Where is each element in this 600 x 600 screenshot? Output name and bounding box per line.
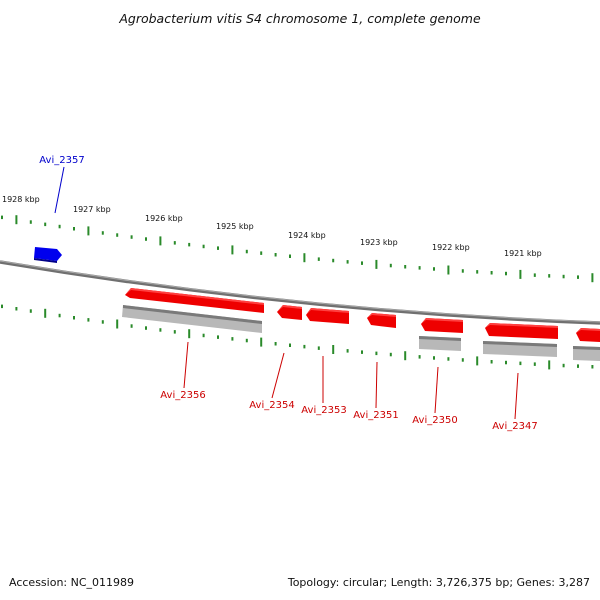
gene-arrow-top (367, 313, 396, 318)
chromosome-backbone (0, 260, 600, 325)
kbp-label-1925: 1925 kbp (216, 222, 254, 231)
kbp-label-1927: 1927 kbp (73, 205, 111, 214)
gene-arrow-top (306, 308, 349, 315)
kbp-label-1922: 1922 kbp (432, 243, 470, 252)
topology-summary: Topology: circular; Length: 3,726,375 bp… (287, 576, 590, 589)
chromosome-backbone-highlight (0, 260, 600, 323)
leader-line-avi-2357 (54, 166, 65, 214)
kbp-label-1923: 1923 kbp (360, 238, 398, 247)
gene-avi-2354[interactable] (277, 305, 302, 320)
gene-avi-2353[interactable] (306, 308, 349, 324)
gene-shadow-top (573, 346, 600, 350)
gene-arrow-reverse (367, 313, 396, 328)
gene-label-avi-2350[interactable]: Avi_2350 (412, 415, 457, 426)
lower-tick-track (1, 304, 594, 370)
gene-arrow-top (421, 318, 463, 324)
accession-text: Accession: NC_011989 (9, 576, 134, 589)
gene-arrow-forward (34, 247, 62, 261)
kbp-label-1926: 1926 kbp (145, 214, 183, 223)
gene-shadow (122, 305, 262, 333)
kbp-label-1928: 1928 kbp (2, 195, 40, 204)
gene-arrow-top (576, 328, 600, 333)
kbp-label-1921: 1921 kbp (504, 249, 542, 258)
gene-avi-2351[interactable] (367, 313, 396, 328)
gene-arrow-reverse (277, 305, 302, 320)
upper-tick-track (1, 215, 594, 283)
gene-label-avi-2357[interactable]: Avi_2357 (39, 155, 84, 166)
gene-leader-lines (54, 166, 519, 420)
leader-line-avi-2351 (375, 361, 378, 409)
gene-label-avi-2351[interactable]: Avi_2351 (353, 410, 398, 421)
kbp-labels: 1928 kbp 1927 kbp 1926 kbp 1925 kbp 1924… (2, 195, 542, 258)
gene-avi-2347[interactable] (483, 323, 558, 357)
gene-shadow-top (123, 305, 262, 324)
gene-arrow-top (125, 288, 264, 305)
gene-shadow-top (419, 336, 461, 341)
gene-arrow-reverse (125, 288, 264, 313)
gene-avi-2357[interactable] (34, 247, 62, 263)
gene-shadow-top (483, 341, 557, 347)
leader-line-avi-2347 (514, 372, 519, 420)
gene-label-avi-2354[interactable]: Avi_2354 (249, 400, 294, 411)
gene-partial-edge[interactable] (573, 328, 600, 361)
kbp-label-1924: 1924 kbp (288, 231, 326, 240)
gene-arrow-top (485, 323, 558, 328)
leader-line-avi-2356 (183, 341, 189, 389)
gene-label-avi-2356[interactable]: Avi_2356 (160, 390, 205, 401)
gene-arrow-shade (34, 258, 57, 263)
gene-label-avi-2347[interactable]: Avi_2347 (492, 421, 537, 432)
map-title: Agrobacterium vitis S4 chromosome 1, com… (118, 11, 481, 26)
gene-arrow-reverse (421, 318, 463, 333)
gene-label-avi-2353[interactable]: Avi_2353 (301, 405, 346, 416)
gene-arrow-reverse (576, 328, 600, 342)
leader-line-avi-2354 (271, 352, 285, 399)
gene-avi-2356[interactable] (122, 288, 264, 333)
leader-line-avi-2350 (434, 366, 439, 414)
gene-avi-2350[interactable] (419, 318, 463, 351)
gene-arrow-top (277, 305, 302, 312)
